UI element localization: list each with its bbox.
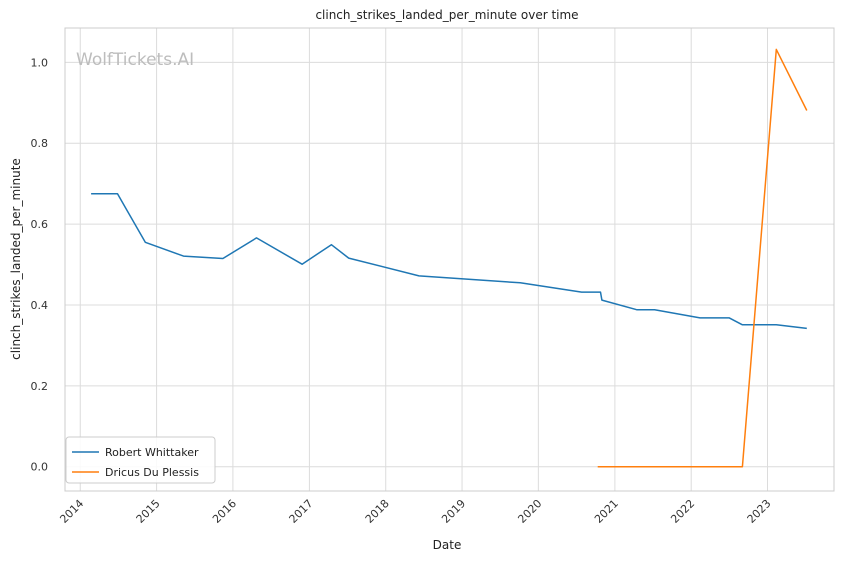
- y-tick-label: 0.2: [31, 380, 49, 393]
- y-tick-label: 0.6: [31, 218, 49, 231]
- y-tick-label: 0.8: [31, 137, 49, 150]
- x-tick-label: 2019: [439, 497, 468, 526]
- x-tick-label: 2015: [134, 497, 163, 526]
- x-tick-label: 2021: [592, 497, 621, 526]
- plot-frame: [64, 27, 835, 492]
- x-tick-label: 2020: [515, 497, 544, 526]
- x-axis-ticks: 2014 2015 2016 2017 2018 2019 2020 2021 2022 2023: [57, 497, 773, 526]
- x-axis-title: Date: [433, 538, 462, 552]
- x-tick-label: 2023: [745, 497, 774, 526]
- y-tick-label: 1.0: [31, 56, 49, 69]
- legend-label-dricus-du-plessis: Dricus Du Plessis: [105, 466, 199, 479]
- series-lines: [91, 48, 808, 468]
- x-tick-label: 2014: [57, 497, 86, 526]
- y-tick-label: 0.4: [31, 299, 49, 312]
- x-tick-label: 2016: [210, 497, 239, 526]
- x-tick-label: 2017: [287, 497, 316, 526]
- watermark-text: WolfTickets.AI: [76, 50, 194, 70]
- legend: Robert Whittaker Dricus Du Plessis: [65, 436, 216, 484]
- y-tick-label: 0.0: [31, 461, 49, 474]
- legend-box: [65, 436, 216, 484]
- chart-title: clinch_strikes_landed_per_minute over ti…: [315, 8, 578, 22]
- y-axis-title: clinch_strikes_landed_per_minute: [9, 158, 23, 360]
- series-line-robert-whittaker: [91, 193, 807, 330]
- legend-label-robert-whittaker: Robert Whittaker: [105, 446, 199, 459]
- x-tick-label: 2022: [668, 497, 697, 526]
- x-tick-label: 2018: [363, 497, 392, 526]
- series-line-dricus-du-plessis: [597, 48, 808, 468]
- grid: [65, 28, 834, 491]
- y-axis-ticks: 0.0 0.2 0.4 0.6 0.8 1.0: [31, 56, 49, 473]
